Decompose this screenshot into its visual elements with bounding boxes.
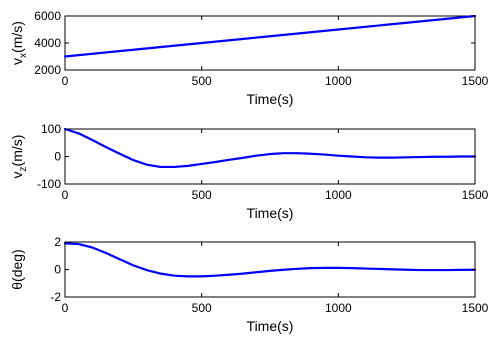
- chart-3-series-line-1: [63, 242, 477, 278]
- chart-1-series-line-1: [63, 14, 477, 58]
- chart-3-xtick-label: 0: [62, 301, 69, 315]
- chart-2-xtick-label: 1000: [325, 188, 352, 202]
- chart-1-ylabel: vx(m/s): [9, 21, 29, 65]
- chart-2-xtick-label: 0: [62, 188, 69, 202]
- chart-3-ylabel-unit: (deg): [9, 249, 25, 282]
- chart-3-ytick-label: 0: [54, 263, 61, 277]
- chart-2-xtick-label: 1500: [462, 188, 489, 202]
- chart-2-ylabel-subscript: z: [18, 166, 29, 171]
- chart-1-ylabel-unit: (m/s): [9, 21, 25, 53]
- chart-2-ylabel: vz(m/s): [9, 135, 29, 179]
- chart-2-ytick-label: 100: [41, 122, 61, 136]
- chart-2-series-line-1: [63, 127, 477, 169]
- chart-3-xtick-label: 1500: [462, 301, 489, 315]
- chart-2-ytick-label: -100: [37, 177, 61, 191]
- chart-1-ytick-label: 4000: [34, 36, 61, 50]
- chart-2-ytick-label: 0: [54, 150, 61, 164]
- chart-2-ylabel-unit: (m/s): [9, 135, 25, 167]
- chart-1-axes-box: [64, 15, 476, 71]
- chart-1-xtick-label: 1000: [325, 74, 352, 88]
- chart-1-ylabel-symbol: v: [9, 58, 25, 65]
- chart-1: 0 500 1000 1500 2000 4000 6000 Time(s) vx(m/s): [9, 9, 489, 107]
- chart-1-ytick-label: 6000: [34, 9, 61, 23]
- chart-2-xtick-label: 500: [192, 188, 212, 202]
- chart-1-ytick-label: 2000: [34, 63, 61, 77]
- chart-2-ylabel-symbol: v: [9, 171, 25, 178]
- chart-3-ylabel: θ(deg): [9, 249, 25, 289]
- chart-1-ylabel-subscript: x: [18, 53, 29, 58]
- chart-1-xtick-label: 0: [62, 74, 69, 88]
- chart-3-xlabel: Time(s): [247, 318, 294, 334]
- chart-3-xtick-label: 500: [192, 301, 212, 315]
- chart-3-ytick-label: -2: [50, 290, 61, 304]
- chart-3-xtick-label: 1000: [325, 301, 352, 315]
- chart-1-xlabel: Time(s): [247, 91, 294, 107]
- chart-2-xlabel: Time(s): [247, 205, 294, 221]
- chart-1-xtick-label: 500: [192, 74, 212, 88]
- chart-3-ylabel-symbol: θ: [9, 282, 25, 290]
- chart-3-ytick-label: 2: [54, 235, 61, 249]
- chart-1-xtick-label: 1500: [462, 74, 489, 88]
